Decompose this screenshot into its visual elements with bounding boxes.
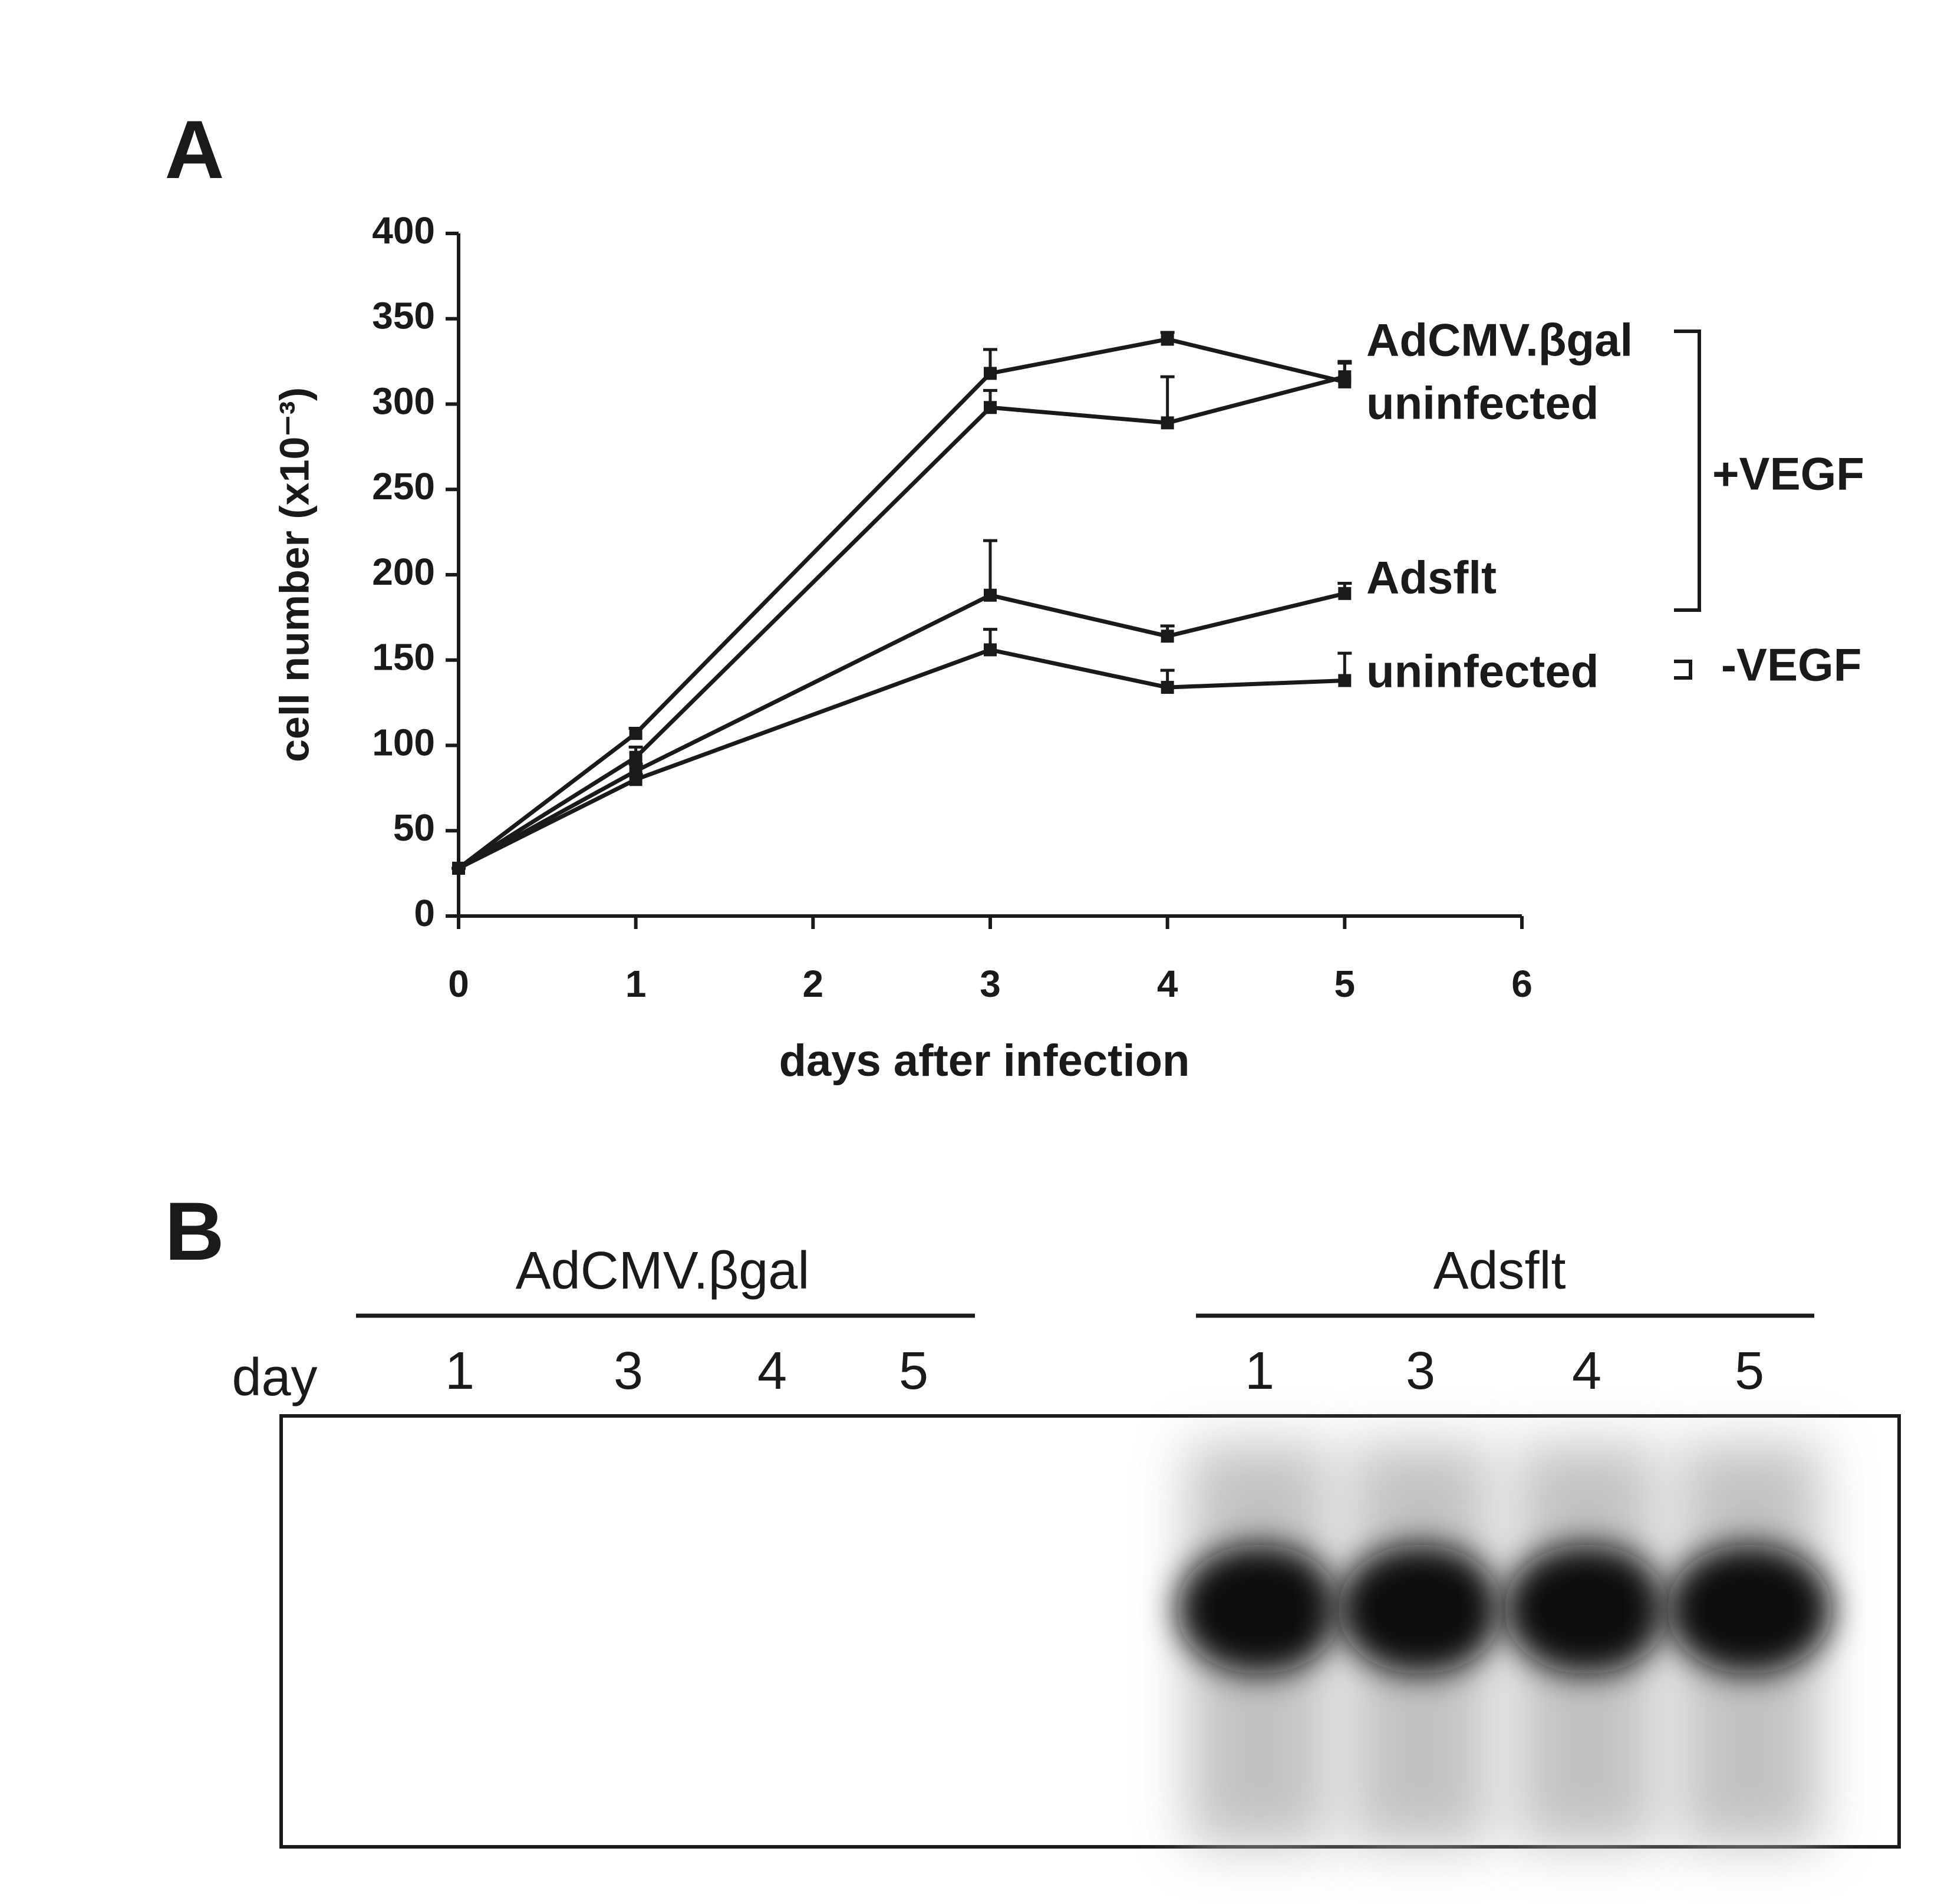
x-tick-label: 6 xyxy=(1511,963,1533,1005)
x-axis-label: days after infection xyxy=(779,1036,1190,1086)
data-point xyxy=(1338,587,1352,600)
y-tick-label: 400 xyxy=(372,209,435,252)
y-tick-label: 250 xyxy=(372,465,435,508)
panel-label: A xyxy=(164,103,224,196)
x-tick-label: 0 xyxy=(448,963,469,1005)
bracket xyxy=(1674,660,1692,680)
band xyxy=(1338,1544,1503,1674)
data-point xyxy=(1161,630,1174,643)
series-label: AdCMV.βgal xyxy=(1366,314,1633,366)
lane-label: 5 xyxy=(899,1342,928,1401)
series-label: uninfected xyxy=(1366,377,1599,429)
data-point xyxy=(1161,332,1174,346)
group-title: Adsflt xyxy=(1433,1241,1566,1300)
lane-label: 1 xyxy=(1245,1342,1274,1401)
x-tick-label: 2 xyxy=(803,963,824,1005)
data-point xyxy=(984,401,997,414)
data-point xyxy=(984,367,997,380)
bracket xyxy=(1674,330,1701,612)
group-title: AdCMV.βgal xyxy=(516,1241,810,1300)
data-point xyxy=(1161,416,1174,430)
x-tick-label: 4 xyxy=(1157,963,1178,1005)
band xyxy=(1504,1544,1669,1674)
data-point xyxy=(1161,681,1174,694)
lane-label: 4 xyxy=(757,1342,787,1401)
lane-label: 3 xyxy=(1406,1342,1435,1401)
data-point xyxy=(629,727,642,740)
error-bar xyxy=(983,539,997,595)
y-tick-label: 0 xyxy=(414,892,435,934)
band xyxy=(1177,1544,1342,1674)
group-label: -VEGF xyxy=(1721,639,1861,691)
data-point xyxy=(629,750,642,764)
error-bar xyxy=(1160,375,1175,423)
data-point xyxy=(1338,674,1352,687)
y-tick-label: 150 xyxy=(372,636,435,678)
x-tick-label: 5 xyxy=(1334,963,1356,1005)
data-point xyxy=(984,588,997,602)
x-tick-label: 1 xyxy=(625,963,647,1005)
data-point xyxy=(629,773,642,786)
blot-bands xyxy=(1177,1444,1832,1845)
group-label: +VEGF xyxy=(1712,448,1864,500)
data-point xyxy=(1338,370,1352,384)
series-label: Adsflt xyxy=(1366,552,1497,604)
series-label: uninfected xyxy=(1366,645,1599,697)
panel-label: B xyxy=(164,1185,224,1277)
row-label: day xyxy=(232,1348,317,1407)
data-point xyxy=(984,643,997,657)
y-tick-label: 50 xyxy=(393,806,435,849)
lane-label: 4 xyxy=(1572,1342,1601,1401)
lane-label: 1 xyxy=(445,1342,474,1401)
lane-label: 5 xyxy=(1735,1342,1764,1401)
y-tick-label: 300 xyxy=(372,380,435,422)
y-tick-label: 100 xyxy=(372,721,435,763)
y-tick-label: 200 xyxy=(372,551,435,593)
x-tick-label: 3 xyxy=(980,963,1001,1005)
band xyxy=(1667,1544,1832,1674)
data-point xyxy=(452,861,465,875)
y-axis-label: cell number (x10⁻³) xyxy=(271,387,317,762)
lane-label: 3 xyxy=(614,1342,643,1401)
y-tick-label: 350 xyxy=(372,295,435,337)
